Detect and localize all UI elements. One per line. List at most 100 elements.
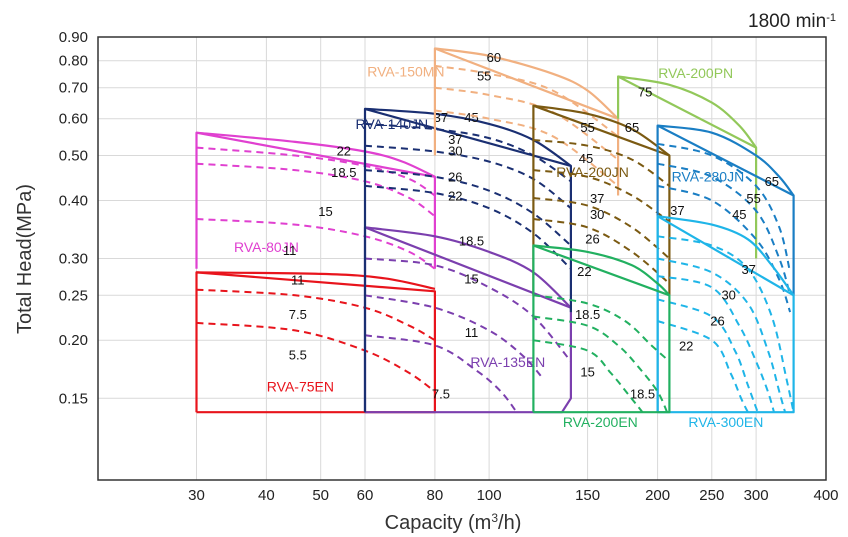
operating-range-outline [195, 131, 436, 269]
y-tick-label: 0.60 [59, 111, 88, 128]
motor-kw-label: 26 [448, 169, 462, 184]
model-label: RVA-200EN [563, 414, 638, 430]
x-tick-label: 400 [813, 487, 838, 504]
motor-output-curve [364, 122, 572, 183]
x-tick-label: 100 [477, 487, 502, 504]
y-tick-label: 0.80 [59, 53, 88, 70]
model-label: RVA-75EN [267, 379, 334, 395]
tick-labels: 30 40 50 60 80 100 150 200 250 300 400 0.90 0.80 0.70… [59, 29, 839, 504]
model-series: RVA-200EN 22 18.5 15 [532, 244, 671, 430]
motor-output-curve [196, 218, 436, 270]
x-axis-title: Capacity (m3/h) [385, 511, 522, 534]
motor-kw-label: 26 [585, 232, 599, 247]
operating-range-outline [433, 47, 620, 196]
x-tick-label: 30 [188, 487, 205, 504]
model-label: RVA-300EN [688, 414, 763, 430]
y-tick-label: 0.15 [59, 390, 88, 407]
speed-superscript: -1 [826, 12, 836, 24]
motor-kw-label: 18.5 [575, 307, 600, 322]
model-series: RVA-135EN 18.5 15 11 7.5 [363, 226, 573, 414]
motor-kw-label: 11 [465, 325, 479, 340]
motor-output-curve [196, 321, 436, 393]
motor-kw-label: 55 [580, 120, 594, 135]
motor-kw-label: 65 [765, 174, 779, 189]
motor-output-curve [434, 109, 619, 187]
x-tick-label: 80 [427, 487, 444, 504]
model-label: RVA-135EN [470, 354, 545, 370]
x-tick-label: 250 [699, 487, 724, 504]
speed-label: 1800 min-1 [748, 11, 836, 32]
motor-kw-label: 30 [721, 287, 735, 302]
y-tick-label: 0.90 [59, 29, 88, 46]
max-performance-curve [364, 226, 572, 309]
motor-output-curve [657, 235, 795, 413]
model-series: RVA-75EN 11 7.5 5.5 [195, 271, 436, 414]
max-performance-curve [364, 107, 572, 167]
motor-kw-label: 15 [464, 272, 478, 287]
motor-output-curve [533, 294, 671, 363]
motor-kw-label: 22 [448, 189, 462, 204]
motor-output-curve [364, 169, 572, 247]
motor-output-curve [434, 86, 619, 161]
motor-output-curve [657, 142, 792, 273]
motor-output-curve [533, 197, 671, 260]
model-label: RVA-80JN [234, 239, 299, 255]
motor-kw-label: 37 [448, 132, 462, 147]
motor-kw-label: 45 [579, 151, 593, 166]
motor-kw-label: 30 [590, 207, 604, 222]
motor-kw-label: 26 [710, 314, 724, 329]
model-label: RVA-200PN [658, 65, 733, 81]
motor-kw-label: 55 [477, 69, 491, 84]
motor-kw-label: 22 [577, 264, 591, 279]
model-series: RVA-300EN 37 30 26 22 18.5 [630, 215, 795, 430]
max-performance-curve [657, 215, 795, 296]
motor-kw-label: 55 [746, 191, 760, 206]
model-series: RVA-150MN 60 55 [367, 47, 620, 196]
motor-kw-label: 45 [464, 110, 478, 125]
max-performance-curve [533, 244, 671, 297]
motor-kw-label: 37 [741, 262, 755, 277]
max-performance-curve [657, 124, 795, 197]
motor-kw-label: 30 [448, 144, 462, 159]
motor-output-curve [657, 298, 759, 413]
motor-kw-label: 22 [337, 144, 351, 159]
y-tick-label: 0.30 [59, 251, 88, 268]
max-performance-curve [617, 75, 757, 149]
motor-output-curve [533, 169, 670, 223]
motor-kw-label: 75 [638, 85, 652, 100]
x-tick-label: 50 [312, 487, 329, 504]
motor-kw-label: 37 [670, 203, 684, 218]
x-tick-label: 60 [357, 487, 374, 504]
motor-output-curve [364, 334, 518, 413]
motor-output-curve [657, 257, 787, 413]
operating-range-outline [195, 271, 436, 414]
x-axis-title-main: Capacity (m [385, 512, 492, 534]
operating-range-outline [616, 75, 758, 259]
x-axis-title-tail: /h) [498, 512, 521, 534]
max-performance-curve [533, 104, 671, 157]
motor-kw-label: 45 [732, 207, 746, 222]
x-tick-label: 200 [645, 487, 670, 504]
model-label: RVA-140JN [355, 116, 428, 132]
motor-kw-label: 37 [590, 191, 604, 206]
model-label: RVA-200JN [556, 164, 629, 180]
motor-output-curve [196, 162, 436, 218]
max-performance-curve [196, 131, 436, 178]
motor-kw-label: 11 [283, 243, 297, 258]
motor-kw-label: 18.5 [331, 165, 356, 180]
motor-output-curve [364, 184, 572, 270]
motor-output-curve [364, 294, 545, 380]
motor-kw-label: 15 [318, 204, 332, 219]
model-label: RVA-150MN [367, 64, 444, 80]
model-series: RVA-80JN 22 18.5 15 11 [195, 131, 436, 270]
motor-kw-label: 18.5 [459, 234, 484, 249]
operating-range-outline [656, 215, 795, 414]
motor-kw-label: 22 [679, 339, 693, 354]
motor-kw-label: 5.5 [289, 347, 307, 362]
motor-output-curve [533, 218, 671, 285]
motor-output-curve [434, 64, 619, 138]
